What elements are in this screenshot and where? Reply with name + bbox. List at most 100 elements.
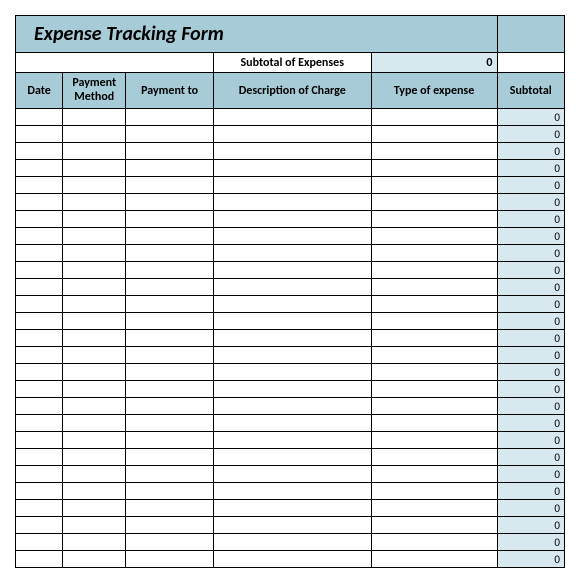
cell[interactable] (214, 194, 372, 211)
cell[interactable] (126, 245, 214, 262)
cell[interactable] (126, 449, 214, 466)
cell[interactable] (214, 398, 372, 415)
cell[interactable] (16, 194, 63, 211)
cell[interactable] (371, 398, 497, 415)
cell[interactable] (63, 296, 126, 313)
cell[interactable] (63, 160, 126, 177)
cell[interactable] (214, 364, 372, 381)
cell[interactable] (126, 279, 214, 296)
cell[interactable] (126, 211, 214, 228)
cell[interactable] (16, 347, 63, 364)
cell[interactable] (63, 432, 126, 449)
cell[interactable] (63, 211, 126, 228)
cell[interactable] (126, 381, 214, 398)
cell[interactable] (214, 500, 372, 517)
cell[interactable] (214, 330, 372, 347)
cell[interactable] (214, 415, 372, 432)
cell[interactable] (126, 466, 214, 483)
cell[interactable] (214, 296, 372, 313)
cell[interactable] (16, 330, 63, 347)
cell[interactable] (371, 262, 497, 279)
cell[interactable] (371, 534, 497, 551)
cell[interactable] (126, 262, 214, 279)
cell[interactable] (63, 415, 126, 432)
cell[interactable] (63, 143, 126, 160)
cell[interactable] (371, 143, 497, 160)
cell[interactable] (214, 245, 372, 262)
cell[interactable] (63, 500, 126, 517)
cell[interactable] (214, 347, 372, 364)
cell[interactable] (371, 160, 497, 177)
cell[interactable] (16, 177, 63, 194)
cell[interactable] (16, 245, 63, 262)
cell[interactable] (16, 364, 63, 381)
cell[interactable] (16, 415, 63, 432)
cell[interactable] (214, 381, 372, 398)
cell[interactable] (16, 398, 63, 415)
cell[interactable] (126, 228, 214, 245)
cell[interactable] (371, 313, 497, 330)
cell[interactable] (63, 177, 126, 194)
cell[interactable] (214, 177, 372, 194)
cell[interactable] (63, 313, 126, 330)
cell[interactable] (16, 381, 63, 398)
cell[interactable] (126, 517, 214, 534)
cell[interactable] (371, 449, 497, 466)
cell[interactable] (16, 517, 63, 534)
cell[interactable] (214, 466, 372, 483)
cell[interactable] (371, 296, 497, 313)
cell[interactable] (371, 228, 497, 245)
cell[interactable] (371, 279, 497, 296)
cell[interactable] (16, 500, 63, 517)
cell[interactable] (63, 228, 126, 245)
cell[interactable] (126, 415, 214, 432)
cell[interactable] (371, 245, 497, 262)
cell[interactable] (16, 551, 63, 568)
cell[interactable] (126, 500, 214, 517)
cell[interactable] (371, 500, 497, 517)
cell[interactable] (371, 347, 497, 364)
cell[interactable] (16, 126, 63, 143)
cell[interactable] (126, 364, 214, 381)
cell[interactable] (214, 126, 372, 143)
cell[interactable] (214, 228, 372, 245)
cell[interactable] (214, 313, 372, 330)
cell[interactable] (63, 534, 126, 551)
cell[interactable] (371, 330, 497, 347)
cell[interactable] (16, 534, 63, 551)
cell[interactable] (126, 143, 214, 160)
cell[interactable] (371, 517, 497, 534)
cell[interactable] (16, 483, 63, 500)
cell[interactable] (214, 517, 372, 534)
cell[interactable] (63, 126, 126, 143)
cell[interactable] (371, 364, 497, 381)
cell[interactable] (63, 551, 126, 568)
cell[interactable] (16, 160, 63, 177)
cell[interactable] (126, 483, 214, 500)
cell[interactable] (63, 364, 126, 381)
cell[interactable] (126, 313, 214, 330)
cell[interactable] (126, 534, 214, 551)
cell[interactable] (16, 109, 63, 126)
cell[interactable] (371, 432, 497, 449)
cell[interactable] (126, 126, 214, 143)
cell[interactable] (214, 211, 372, 228)
cell[interactable] (126, 330, 214, 347)
cell[interactable] (126, 177, 214, 194)
cell[interactable] (214, 279, 372, 296)
cell[interactable] (126, 347, 214, 364)
cell[interactable] (126, 109, 214, 126)
cell[interactable] (371, 415, 497, 432)
cell[interactable] (214, 109, 372, 126)
cell[interactable] (126, 160, 214, 177)
cell[interactable] (371, 381, 497, 398)
cell[interactable] (371, 211, 497, 228)
cell[interactable] (63, 517, 126, 534)
cell[interactable] (16, 211, 63, 228)
cell[interactable] (63, 449, 126, 466)
cell[interactable] (214, 449, 372, 466)
cell[interactable] (16, 228, 63, 245)
cell[interactable] (16, 313, 63, 330)
cell[interactable] (126, 432, 214, 449)
cell[interactable] (214, 432, 372, 449)
